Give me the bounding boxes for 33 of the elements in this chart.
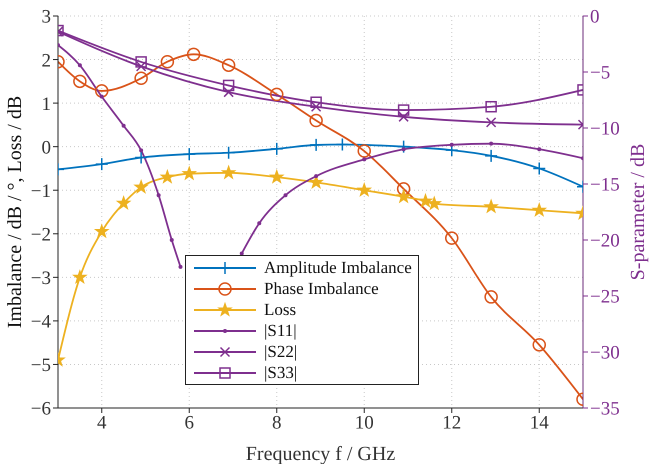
legend-label: |S22|	[264, 341, 298, 362]
y-axis-title: Imbalance / dB / °, Loss / dB	[4, 96, 26, 328]
legend-label: Loss	[264, 299, 296, 320]
legend-label: Amplitude Imbalance	[264, 257, 412, 278]
y2-tick-label: −35	[590, 398, 620, 420]
x-tick-label: 8	[272, 412, 282, 434]
y-tick-label: −5	[30, 355, 51, 376]
y2-tick-label: −20	[590, 230, 620, 252]
y-tick-label: 2	[42, 50, 51, 72]
y-tick-label: −1	[30, 180, 51, 202]
x-tick-label: 12	[442, 412, 462, 434]
y2-tick-label: −5	[590, 62, 610, 84]
y-tick-label: 3	[42, 6, 51, 28]
x-tick-label: 6	[184, 412, 194, 434]
y-tick-label: −6	[30, 398, 51, 420]
y-tick-label: −2	[30, 224, 51, 246]
y2-tick-label: −30	[590, 342, 620, 364]
y2-tick-label: −15	[590, 174, 620, 196]
x-tick-label: 10	[354, 412, 374, 434]
x-tick-label: 4	[97, 412, 107, 434]
y2-axis-title: S-parameter / dB	[627, 144, 650, 280]
y-tick-label: 1	[42, 94, 51, 115]
y2-tick-label: −25	[590, 286, 620, 308]
legend-label: |S11|	[264, 320, 297, 341]
x-axis-title: Frequency f / GHz	[246, 443, 396, 464]
legend-label: Phase Imbalance	[264, 278, 379, 299]
x-tick-label: 14	[530, 412, 550, 434]
y-tick-label: 0	[42, 137, 51, 158]
legend-label: |S33|	[264, 362, 298, 383]
y-tick-label: −3	[30, 268, 51, 290]
y2-tick-label: −10	[590, 118, 620, 140]
y-tick-label: −4	[30, 312, 52, 333]
y2-tick-label: 0	[590, 6, 600, 28]
